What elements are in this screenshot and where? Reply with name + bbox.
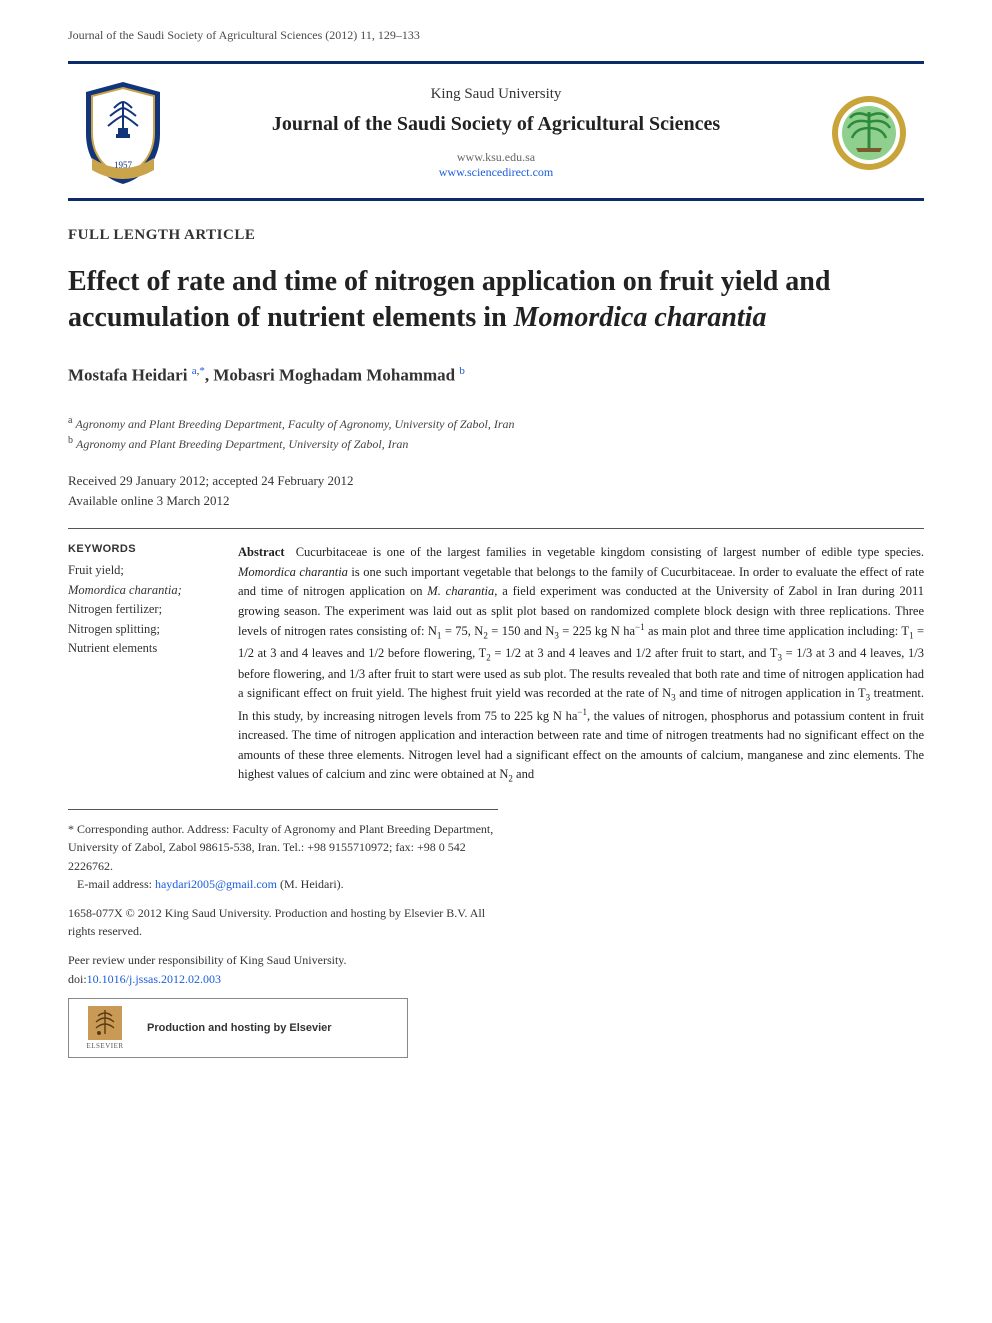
corresponding-email-link[interactable]: haydari2005@gmail.com — [155, 877, 277, 891]
author-1-name: Mostafa Heidari — [68, 365, 187, 384]
journal-url-2-link[interactable]: www.sciencedirect.com — [439, 165, 554, 179]
masthead-center: King Saud University Journal of the Saud… — [178, 86, 814, 180]
keyword-item: Fruit yield; — [68, 561, 214, 580]
hosting-box: ELSEVIER Production and hosting by Elsev… — [68, 998, 408, 1058]
journal-url-1: www.ksu.edu.sa — [178, 150, 814, 165]
available-online-line: Available online 3 March 2012 — [68, 491, 924, 511]
copyright-line: 1658-077X © 2012 King Saud University. P… — [68, 904, 498, 941]
author-2-aff-link[interactable]: b — [459, 365, 465, 377]
affiliation-a: aAgronomy and Plant Breeding Department,… — [68, 413, 924, 433]
authors-line: Mostafa Heidari a,*, Mobasri Moghadam Mo… — [68, 365, 924, 386]
keywords-column: KEYWORDS Fruit yield; Momordica charanti… — [68, 543, 238, 786]
peer-review-doi: Peer review under responsibility of King… — [68, 951, 498, 988]
svg-text:1957: 1957 — [114, 160, 133, 170]
ksu-shield-logo: 1957 — [68, 78, 178, 188]
keywords-list: Fruit yield; Momordica charantia; Nitrog… — [68, 561, 214, 658]
abstract-text: Abstract Cucurbitaceae is one of the lar… — [238, 543, 924, 786]
journal-name: Journal of the Saudi Society of Agricult… — [178, 113, 814, 136]
society-palm-logo — [814, 94, 924, 172]
title-species-italic: Momordica charantia — [514, 302, 767, 333]
corresponding-star-icon: * — [199, 365, 205, 377]
article-dates: Received 29 January 2012; accepted 24 Fe… — [68, 471, 924, 510]
article-footer: * Corresponding author. Address: Faculty… — [68, 809, 498, 989]
elsevier-tree-icon — [88, 1006, 122, 1040]
journal-masthead: 1957 King Saud University Journal of the… — [68, 61, 924, 201]
author-2-name: Mobasri Moghadam Mohammad — [213, 365, 455, 384]
running-head: Journal of the Saudi Society of Agricult… — [0, 0, 992, 53]
affiliations: aAgronomy and Plant Breeding Department,… — [68, 413, 924, 453]
article-title: Effect of rate and time of nitrogen appl… — [68, 264, 924, 337]
abstract-block: KEYWORDS Fruit yield; Momordica charanti… — [68, 528, 924, 786]
received-accepted-line: Received 29 January 2012; accepted 24 Fe… — [68, 471, 924, 491]
keyword-item: Momordica charantia; — [68, 581, 214, 600]
keyword-item: Nutrient elements — [68, 639, 214, 658]
palm-icon — [830, 94, 908, 172]
author-1-aff-link[interactable]: a — [192, 365, 197, 377]
corresponding-author-note: * Corresponding author. Address: Faculty… — [68, 820, 498, 894]
abstract-label: Abstract — [238, 545, 285, 559]
article-type: FULL LENGTH ARTICLE — [68, 227, 924, 244]
elsevier-mini-logo: ELSEVIER — [81, 1006, 129, 1050]
keywords-heading: KEYWORDS — [68, 543, 214, 555]
keyword-item: Nitrogen splitting; — [68, 620, 214, 639]
hosting-text: Production and hosting by Elsevier — [147, 1022, 332, 1034]
shield-icon: 1957 — [78, 78, 168, 188]
publisher-name: King Saud University — [178, 86, 814, 103]
keyword-item: Nitrogen fertilizer; — [68, 600, 214, 619]
doi-link[interactable]: 10.1016/j.jssas.2012.02.003 — [87, 972, 221, 986]
elsevier-caption: ELSEVIER — [86, 1042, 123, 1050]
affiliation-b: bAgronomy and Plant Breeding Department,… — [68, 433, 924, 453]
email-label: E-mail address: — [77, 877, 155, 891]
